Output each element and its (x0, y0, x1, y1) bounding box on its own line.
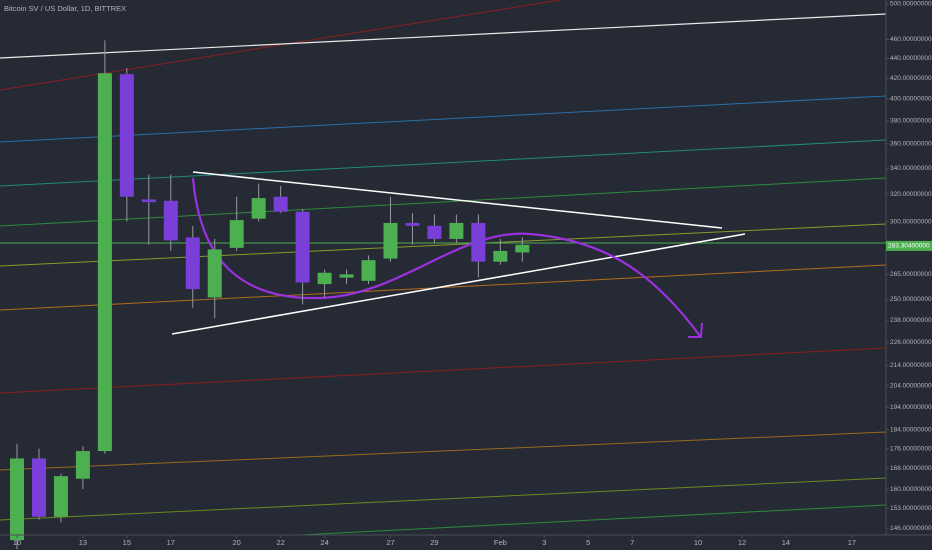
candle-body (273, 196, 288, 212)
trend-line (0, 264, 887, 311)
y-tick-label: 460.00000000 (890, 36, 932, 43)
x-tick-label: 10 (694, 538, 702, 547)
candle-body (295, 211, 310, 283)
trend-line (299, 504, 887, 536)
candle-body (251, 198, 266, 219)
candle-body (119, 74, 134, 197)
axes: 500.00000000 460.00000000 440.00000000 420.… (13, 1, 932, 547)
x-tick-label: Feb (494, 538, 507, 547)
candle-body (339, 274, 354, 278)
y-tick-label: 214.00000000 (890, 362, 932, 369)
y-tick-label: 265.00000000 (890, 271, 932, 278)
candle-body (31, 458, 46, 517)
candle-body (207, 249, 222, 298)
candle-body (471, 222, 486, 262)
y-tick-label: 250.00000000 (890, 296, 932, 303)
triangle-line (192, 171, 723, 229)
y-tick-label: 168.00000000 (890, 465, 932, 472)
candle-body (427, 225, 442, 239)
candle-body (317, 272, 332, 285)
x-tick-label: 22 (276, 538, 284, 547)
x-tick-label: 17 (848, 538, 856, 547)
x-tick-label: 5 (586, 538, 590, 547)
trend-line (0, 477, 887, 521)
candle-body (97, 73, 112, 452)
x-tick-label: 3 (542, 538, 546, 547)
x-tick-label: 17 (167, 538, 175, 547)
x-tick-label: 14 (782, 538, 790, 547)
trend-line (0, 139, 887, 187)
y-tick-label: 400.00000000 (890, 96, 932, 103)
x-tick-label: 15 (123, 538, 131, 547)
y-tick-label: 320.00000000 (890, 191, 932, 198)
candle-body (229, 220, 244, 248)
x-tick-label: 12 (738, 538, 746, 547)
projection-arrow (688, 322, 703, 338)
candle-body (383, 222, 398, 259)
x-tick-label: 7 (630, 538, 634, 547)
channel-line (0, 13, 887, 59)
x-tick-label: 20 (233, 538, 241, 547)
trend-line (0, 223, 887, 267)
y-tick-label: 420.00000000 (890, 75, 932, 82)
y-tick-label: 238.00000000 (890, 317, 932, 324)
last-price-label: 283.30400000 (888, 243, 930, 250)
triangle-line (171, 233, 746, 335)
y-tick-label: 360.00000000 (890, 141, 932, 148)
x-tick-label: 13 (79, 538, 87, 547)
y-tick-label: 160.00000000 (890, 486, 932, 493)
y-tick-label: 176.00000000 (890, 445, 932, 452)
candle-body (53, 476, 68, 517)
trend-line (0, 0, 561, 91)
candle-body (405, 222, 420, 226)
y-tick-label: 300.00000000 (890, 218, 932, 225)
candle-body (10, 458, 24, 541)
candle-body (75, 451, 90, 479)
y-tick-label: 226.00000000 (890, 339, 932, 346)
y-tick-label: 440.00000000 (890, 55, 932, 62)
candle-body (185, 237, 200, 290)
y-tick-label: 184.00000000 (890, 426, 932, 433)
y-tick-label: 380.00000000 (890, 118, 932, 125)
candle-body (449, 222, 464, 239)
chart-title: Bitcoin SV / US Dollar, 1D, BITTREX (4, 4, 126, 13)
y-tick-label: 153.00000000 (890, 505, 932, 512)
trend-line (0, 347, 887, 394)
y-tick-label: 194.00000000 (890, 404, 932, 411)
candle-body (163, 200, 178, 241)
y-tick-label: 500.00000000 (890, 1, 932, 8)
y-axis-panel (886, 0, 932, 550)
x-tick-label: 10 (13, 538, 21, 547)
last-price-box (886, 240, 932, 251)
candle-body (141, 199, 156, 203)
projection-curve (191, 177, 701, 337)
y-tick-label: 146.00000000 (890, 525, 932, 532)
y-tick-label: 204.00000000 (890, 382, 932, 389)
x-tick-label: 24 (320, 538, 328, 547)
drawings (0, 0, 887, 536)
candles (10, 40, 530, 550)
x-tick-label: 29 (430, 538, 438, 547)
x-tick-label: 27 (386, 538, 394, 547)
trend-line (0, 431, 887, 471)
candle-body (361, 260, 376, 281)
candle-body (493, 250, 508, 262)
trend-line (0, 95, 887, 143)
trend-line (0, 177, 887, 227)
y-tick-label: 340.00000000 (890, 165, 932, 172)
candle-body (515, 244, 530, 253)
